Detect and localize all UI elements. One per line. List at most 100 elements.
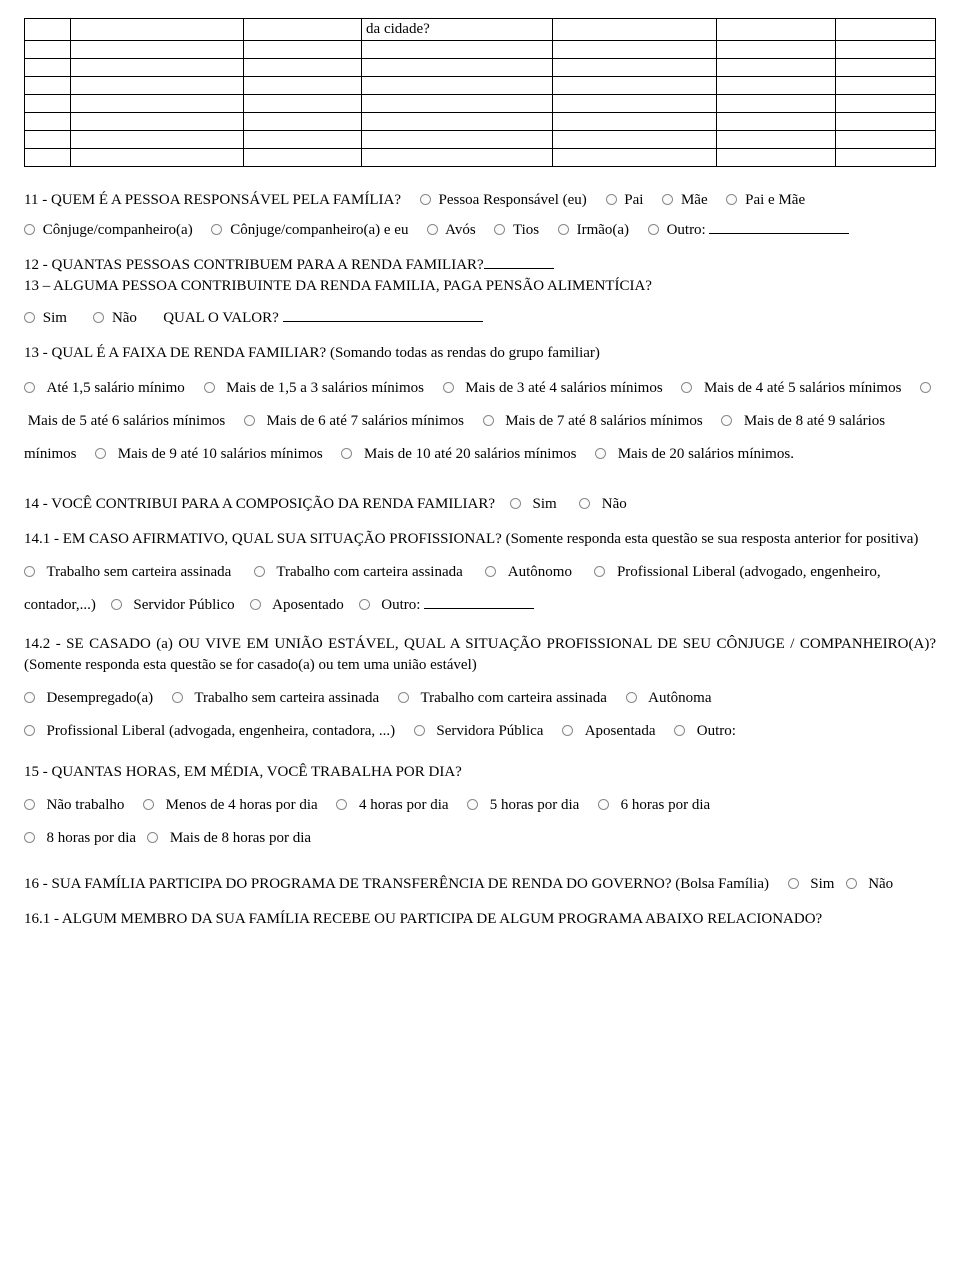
radio-q11-pessoa[interactable] <box>420 194 431 205</box>
radio-q13a-nao[interactable] <box>93 312 104 323</box>
table-cell <box>553 131 717 149</box>
radio-q14-nao[interactable] <box>579 498 590 509</box>
radio-q13-o1[interactable] <box>24 382 35 393</box>
radio-q11-irmao[interactable] <box>558 224 569 235</box>
q12-blank[interactable] <box>484 255 554 269</box>
opt-label: Sim <box>43 310 67 326</box>
opt-label: Outro: <box>697 723 736 739</box>
q11: 11 - QUEM É A PESSOA RESPONSÁVEL PELA FA… <box>24 185 936 245</box>
radio-q11-avos[interactable] <box>427 224 438 235</box>
table-cell <box>717 41 835 59</box>
q16: 16 - SUA FAMÍLIA PARTICIPA DO PROGRAMA D… <box>24 869 936 899</box>
radio-q14-sim[interactable] <box>510 498 521 509</box>
table-cell <box>835 41 935 59</box>
table-cell <box>553 59 717 77</box>
radio-q13-o3[interactable] <box>443 382 454 393</box>
radio-q142-o5[interactable] <box>24 725 35 736</box>
q13a-title: 13 – ALGUMA PESSOA CONTRIBUINTE DA RENDA… <box>24 278 652 294</box>
table-cell <box>717 77 835 95</box>
table-cell <box>70 95 243 113</box>
radio-q15-o6[interactable] <box>24 832 35 843</box>
q15-opts: Não trabalho Menos de 4 horas por dia 4 … <box>24 789 936 855</box>
radio-q13-o4[interactable] <box>681 382 692 393</box>
radio-q11-tios[interactable] <box>494 224 505 235</box>
radio-q141-o5[interactable] <box>111 599 122 610</box>
table-cell <box>25 19 71 41</box>
opt-label: Mais de 7 até 8 salários mínimos <box>505 413 702 429</box>
radio-q141-o4[interactable] <box>594 566 605 577</box>
q14-1-title: 14.1 - EM CASO AFIRMATIVO, QUAL SUA SITU… <box>24 529 936 550</box>
opt-label: Irmão(a) <box>577 222 629 238</box>
table-cell <box>362 59 553 77</box>
radio-q16-sim[interactable] <box>788 878 799 889</box>
opt-label: Servidora Pública <box>436 723 543 739</box>
q141-outro-blank[interactable] <box>424 595 534 609</box>
radio-q13-o2[interactable] <box>204 382 215 393</box>
q11-outro-blank[interactable] <box>709 220 849 234</box>
radio-q11-conjuge[interactable] <box>24 224 35 235</box>
radio-q142-o2[interactable] <box>172 692 183 703</box>
opt-label: Servidor Público <box>133 597 234 613</box>
q16-1-title: 16.1 - ALGUM MEMBRO DA SUA FAMÍLIA RECEB… <box>24 909 936 930</box>
radio-q15-o4[interactable] <box>467 799 478 810</box>
radio-q13-o10[interactable] <box>341 448 352 459</box>
q13-opts: Até 1,5 salário mínimo Mais de 1,5 a 3 s… <box>24 372 936 471</box>
opt-label: Sim <box>533 496 557 512</box>
radio-q11-pai[interactable] <box>606 194 617 205</box>
radio-q15-o3[interactable] <box>336 799 347 810</box>
radio-q15-o7[interactable] <box>147 832 158 843</box>
radio-q16-nao[interactable] <box>846 878 857 889</box>
q13a-valor-blank[interactable] <box>283 308 483 322</box>
q13a-qual: QUAL O VALOR? <box>163 310 279 326</box>
table-cell <box>835 19 935 41</box>
opt-label: Mais de 6 até 7 salários mínimos <box>266 413 463 429</box>
radio-q15-o1[interactable] <box>24 799 35 810</box>
table-cell <box>717 59 835 77</box>
table-cell <box>25 41 71 59</box>
radio-q13-o9[interactable] <box>95 448 106 459</box>
radio-q13a-sim[interactable] <box>24 312 35 323</box>
radio-q141-o7[interactable] <box>359 599 370 610</box>
radio-q13-o11[interactable] <box>595 448 606 459</box>
q15-title: 15 - QUANTAS HORAS, EM MÉDIA, VOCÊ TRABA… <box>24 762 936 783</box>
opt-label: Pai e Mãe <box>745 192 805 208</box>
radio-q141-o3[interactable] <box>485 566 496 577</box>
radio-q11-outro[interactable] <box>648 224 659 235</box>
q14-2-opts: Desempregado(a) Trabalho sem carteira as… <box>24 682 936 748</box>
radio-q13-o7[interactable] <box>483 415 494 426</box>
radio-q11-paimae[interactable] <box>726 194 737 205</box>
table-cell <box>243 59 361 77</box>
radio-q142-o3[interactable] <box>398 692 409 703</box>
radio-q13-o6[interactable] <box>244 415 255 426</box>
table-cell <box>70 113 243 131</box>
radio-q141-o1[interactable] <box>24 566 35 577</box>
radio-q142-o7[interactable] <box>562 725 573 736</box>
table-cell <box>25 113 71 131</box>
opt-label: Desempregado(a) <box>47 690 154 706</box>
table-cell <box>243 19 361 41</box>
radio-q15-o2[interactable] <box>143 799 154 810</box>
table-cell <box>362 41 553 59</box>
opt-label: Aposentado <box>272 597 344 613</box>
opt-label: Mãe <box>681 192 708 208</box>
opt-label: Cônjuge/companheiro(a) e eu <box>230 222 408 238</box>
radio-q13-o8[interactable] <box>721 415 732 426</box>
table-cell <box>243 77 361 95</box>
radio-q141-o2[interactable] <box>254 566 265 577</box>
radio-q141-o6[interactable] <box>250 599 261 610</box>
radio-q11-mae[interactable] <box>662 194 673 205</box>
radio-q15-o5[interactable] <box>598 799 609 810</box>
table-cell <box>835 113 935 131</box>
table-cell <box>717 113 835 131</box>
radio-q142-o1[interactable] <box>24 692 35 703</box>
table-cell: da cidade? <box>362 19 553 41</box>
table-cell <box>362 77 553 95</box>
table-cell <box>243 149 361 167</box>
opt-label: Trabalho sem carteira assinada <box>194 690 379 706</box>
radio-q11-conjuge-eu[interactable] <box>211 224 222 235</box>
radio-q142-o6[interactable] <box>414 725 425 736</box>
table-cell <box>835 95 935 113</box>
radio-q142-o4[interactable] <box>626 692 637 703</box>
radio-q13-o5[interactable] <box>920 382 931 393</box>
radio-q142-o8[interactable] <box>674 725 685 736</box>
